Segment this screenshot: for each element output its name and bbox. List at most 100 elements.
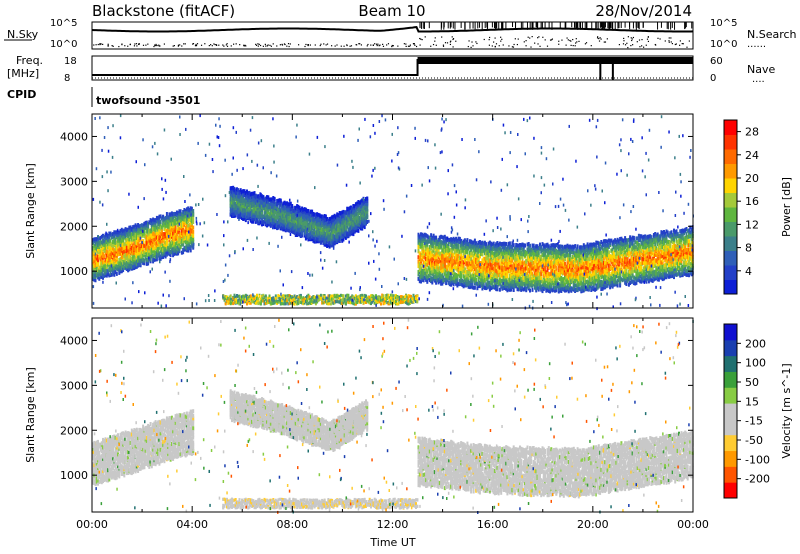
echo-cell — [143, 251, 146, 255]
echo-cell — [97, 273, 99, 278]
echo-cell — [103, 254, 106, 259]
echo-cell — [107, 262, 109, 267]
echo-cell — [157, 245, 160, 250]
echo-cell — [236, 205, 238, 210]
echo-cell — [258, 211, 261, 216]
echo-cell — [314, 230, 317, 235]
echo-cell — [137, 229, 140, 233]
echo-cell — [192, 220, 195, 224]
nsearch-dot — [192, 43, 194, 45]
echo-cell — [343, 226, 346, 231]
echo-cell — [352, 218, 355, 223]
echo-cell — [118, 260, 121, 265]
echo-cell — [169, 218, 172, 223]
echo-cell — [174, 248, 177, 253]
echo-cell — [288, 222, 291, 227]
nsearch-dot — [226, 45, 229, 47]
echo-cell — [254, 206, 257, 211]
echo-cell — [182, 222, 185, 227]
nsearch-dot — [208, 44, 210, 47]
echo-cell — [105, 249, 108, 254]
nsearch-dot — [578, 40, 580, 43]
echo-cell — [287, 202, 290, 207]
echo-cell — [134, 232, 137, 237]
echo-cell — [128, 237, 131, 242]
echo-cell — [229, 206, 232, 211]
echo-cell — [129, 259, 132, 264]
nsearch-dot — [647, 40, 650, 43]
echo-cell — [177, 236, 180, 241]
echo-cell — [311, 209, 314, 214]
echo-cell — [150, 246, 153, 251]
echo-cell — [291, 204, 294, 208]
echo-cell — [277, 225, 280, 230]
echo-cell — [134, 223, 137, 228]
echo-cell — [321, 230, 324, 235]
echo-cell — [297, 204, 300, 209]
echo-cell — [266, 199, 268, 204]
nsearch-dot — [343, 45, 345, 47]
echo-cell — [113, 237, 116, 242]
echo-cell — [244, 216, 247, 221]
echo-cell — [308, 225, 311, 230]
echo-cell — [264, 200, 267, 205]
echo-cell — [324, 232, 327, 237]
echo-cell — [294, 231, 297, 236]
echo-cell — [125, 249, 128, 254]
echo-cell — [127, 244, 130, 249]
echo-cell — [113, 250, 116, 255]
echo-cell — [331, 215, 334, 220]
echo-cell — [344, 225, 347, 230]
echo-cell — [147, 229, 150, 234]
echo-cell — [127, 251, 130, 256]
echo-cell — [138, 258, 141, 263]
echo-cell — [242, 217, 245, 221]
echo-cell — [319, 226, 322, 231]
echo-cell — [271, 202, 273, 206]
echo-cell — [158, 220, 161, 225]
echo-cell — [112, 245, 114, 250]
echo-cell — [119, 267, 122, 272]
nsearch-dot — [558, 43, 560, 45]
echo-cell — [357, 212, 360, 217]
echo-cell — [139, 242, 142, 247]
echo-cell — [184, 209, 187, 213]
echo-cell — [174, 221, 177, 226]
echo-cell — [167, 215, 170, 220]
nsearch-dot — [570, 40, 572, 42]
echo-cell — [307, 232, 310, 237]
echo-cell — [272, 220, 275, 225]
echo-cell — [103, 263, 106, 268]
nsearch-dot — [336, 44, 338, 46]
nsearch-dot — [177, 44, 180, 46]
echo-cell — [109, 256, 112, 260]
nsearch-dot — [624, 44, 627, 46]
echo-cell — [154, 245, 157, 250]
nsearch-dot — [95, 44, 97, 46]
echo-cell — [189, 217, 192, 222]
echo-cell — [148, 235, 151, 240]
echo-cell — [178, 243, 181, 248]
nsearch-dot — [432, 43, 435, 46]
echo-cell — [157, 236, 160, 240]
echo-cell — [95, 267, 98, 272]
echo-cell — [322, 240, 325, 245]
echo-cell — [134, 256, 137, 261]
nsearch-dot — [225, 44, 227, 46]
echo-cell — [173, 246, 176, 251]
echo-cell — [154, 255, 157, 259]
nsearch-dot — [434, 40, 436, 42]
echo-cell — [259, 220, 262, 225]
echo-cell — [298, 215, 301, 220]
echo-cell — [241, 216, 243, 220]
echo-cell — [172, 250, 175, 255]
echo-cell — [150, 237, 153, 242]
echo-cell — [236, 187, 238, 192]
echo-cell — [120, 242, 123, 247]
echo-cell — [118, 267, 121, 272]
nsearch-dot — [367, 43, 369, 46]
echo-cell — [294, 224, 297, 229]
echo-cell — [120, 231, 123, 236]
echo-cell — [356, 224, 359, 229]
nsearch-dot — [655, 44, 657, 46]
